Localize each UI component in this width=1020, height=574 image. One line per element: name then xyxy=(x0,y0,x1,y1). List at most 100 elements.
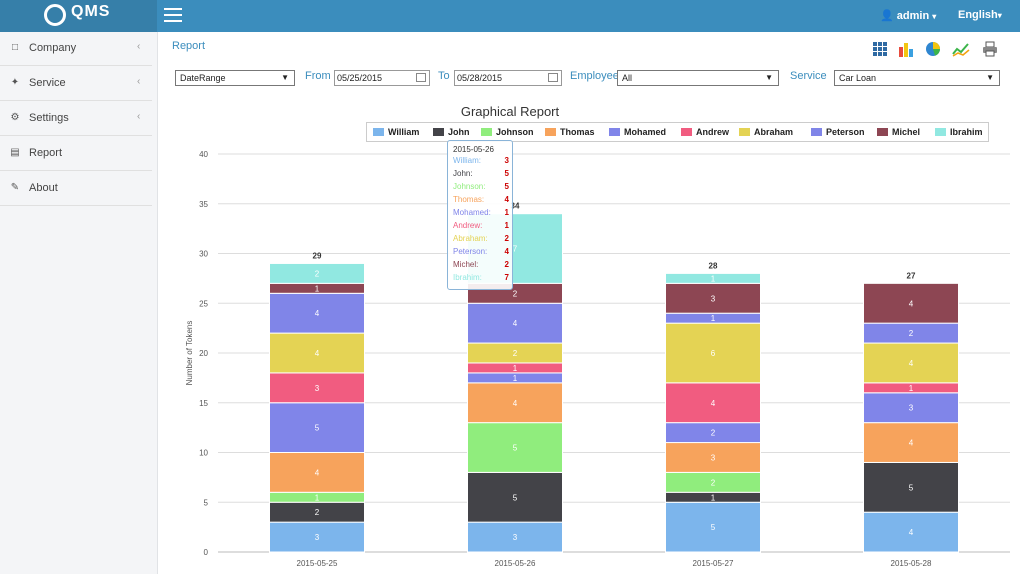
caret-down-icon: ▼ xyxy=(986,73,994,82)
bar-chart-icon[interactable] xyxy=(897,40,915,58)
sidebar-item-about[interactable]: ✎ About xyxy=(0,172,152,206)
calendar-icon[interactable] xyxy=(416,73,426,82)
tooltip-series-name: Michel: xyxy=(453,260,479,269)
sidebar-item-report[interactable]: ▤ Report xyxy=(0,137,152,171)
tooltip-series-name: Johnson: xyxy=(453,182,486,191)
legend-item[interactable]: John xyxy=(433,127,470,137)
sidebar-item-company[interactable]: □ Company ‹ xyxy=(0,32,152,66)
bar-segment xyxy=(863,282,959,324)
legend-swatch xyxy=(811,128,822,136)
y-tick-label: 5 xyxy=(204,498,209,507)
bar-segment-label: 3 xyxy=(315,384,320,393)
tooltip-row: Thomas: 4 xyxy=(453,195,509,207)
bar-segment-label: 5 xyxy=(513,444,518,453)
employee-select[interactable]: All ▼ xyxy=(617,70,779,86)
logo-area[interactable]: QMS xyxy=(0,0,157,32)
x-tick-label: 2015-05-25 xyxy=(297,559,338,568)
bar-segment-label: 4 xyxy=(315,309,320,318)
legend-item[interactable]: Ibrahim xyxy=(935,127,983,137)
from-date-value: 05/25/2015 xyxy=(337,73,383,83)
x-tick-label: 2015-05-27 xyxy=(693,559,734,568)
tooltip-series-name: Thomas: xyxy=(453,195,485,204)
bar-segment-label: 1 xyxy=(711,274,716,283)
logo-icon xyxy=(44,4,66,26)
legend-item[interactable]: Mohamed xyxy=(609,127,666,137)
legend-label: John xyxy=(448,127,470,137)
legend-swatch xyxy=(935,128,946,136)
legend-swatch xyxy=(739,128,750,136)
bar-segment xyxy=(269,262,365,284)
legend-swatch xyxy=(481,128,492,136)
bar-segment xyxy=(467,382,563,424)
tooltip-series-value: 5 xyxy=(504,182,509,191)
bar-segment-label: 5 xyxy=(909,483,914,492)
y-tick-label: 10 xyxy=(199,449,208,458)
y-tick-label: 20 xyxy=(199,349,208,358)
bar-segment-label: 2 xyxy=(513,289,518,298)
x-tick-label: 2015-05-28 xyxy=(891,559,932,568)
bar-segment xyxy=(269,332,365,374)
table-view-icon[interactable] xyxy=(871,40,889,58)
tooltip-series-value: 1 xyxy=(504,208,509,217)
caret-down-icon: ▾ xyxy=(997,11,1002,20)
legend-item[interactable]: Abraham xyxy=(739,127,793,137)
bar-segment-label: 3 xyxy=(315,533,320,542)
range-select[interactable]: DateRange ▼ xyxy=(175,70,295,86)
legend-item[interactable]: Andrew xyxy=(681,127,729,137)
tooltip-row: Michel: 2 xyxy=(453,260,509,272)
sidebar-item-label: Company xyxy=(29,42,77,54)
service-select-value: Car Loan xyxy=(839,73,877,83)
y-tick-label: 0 xyxy=(204,548,209,557)
legend-label: Mohamed xyxy=(624,127,667,137)
from-date-input[interactable]: 05/25/2015 xyxy=(334,70,430,86)
service-select[interactable]: Car Loan ▼ xyxy=(834,70,1000,86)
tooltip-series-value: 5 xyxy=(504,169,509,178)
sidebar-item-settings[interactable]: ⚙ Settings ‹ xyxy=(0,102,152,136)
bar-segment-label: 1 xyxy=(711,314,716,323)
tooltip-series-value: 4 xyxy=(504,195,509,204)
tooltip-series-name: Mohamed: xyxy=(453,208,491,217)
tooltip-row: Johnson: 5 xyxy=(453,182,509,194)
tooltip-row: Mohamed: 1 xyxy=(453,208,509,220)
menu-toggle-button[interactable] xyxy=(164,8,182,22)
tooltip-series-value: 7 xyxy=(504,273,509,282)
bar-segment-label: 4 xyxy=(909,528,914,537)
employee-select-value: All xyxy=(622,73,633,83)
sidebar-item-service[interactable]: ✦ Service ‹ xyxy=(0,67,152,101)
tooltip-row: Abraham: 2 xyxy=(453,234,509,246)
print-icon[interactable] xyxy=(981,40,999,58)
bar-segment-label: 3 xyxy=(711,453,716,462)
y-tick-label: 40 xyxy=(199,150,208,159)
legend-item[interactable]: Johnson xyxy=(481,127,534,137)
pie-chart-icon[interactable] xyxy=(924,40,942,58)
legend-item[interactable]: William xyxy=(373,127,419,137)
legend-swatch xyxy=(545,128,556,136)
calendar-icon[interactable] xyxy=(548,73,558,82)
user-name: admin xyxy=(896,10,930,22)
bar-segment-label: 1 xyxy=(315,493,320,502)
bar-segment xyxy=(863,342,959,384)
bar-segment xyxy=(467,471,563,523)
bar-segment-label: 1 xyxy=(909,384,914,393)
to-date-input[interactable]: 05/28/2015 xyxy=(454,70,562,86)
line-chart-icon[interactable] xyxy=(952,40,970,58)
building-icon: □ xyxy=(11,42,19,53)
legend-label: Abraham xyxy=(754,127,794,137)
tooltip-series-name: Andrew: xyxy=(453,221,483,230)
employee-label: Employee xyxy=(570,70,619,82)
bar-segment-label: 1 xyxy=(513,374,518,383)
legend-swatch xyxy=(433,128,444,136)
bar-total-label: 28 xyxy=(709,261,718,270)
bar-segment-label: 6 xyxy=(711,349,716,358)
bar-segment xyxy=(665,272,761,284)
breadcrumb[interactable]: Report xyxy=(172,40,206,52)
tooltip-row: Peterson: 4 xyxy=(453,247,509,259)
user-menu[interactable]: 👤 admin ▾ xyxy=(880,9,936,22)
language-menu[interactable]: English▾ xyxy=(958,9,1002,21)
legend-swatch xyxy=(373,128,384,136)
tooltip-series-name: William: xyxy=(453,156,481,165)
legend-swatch xyxy=(877,128,888,136)
legend-item[interactable]: Michel xyxy=(877,127,920,137)
legend-item[interactable]: Peterson xyxy=(811,127,865,137)
legend-item[interactable]: Thomas xyxy=(545,127,595,137)
